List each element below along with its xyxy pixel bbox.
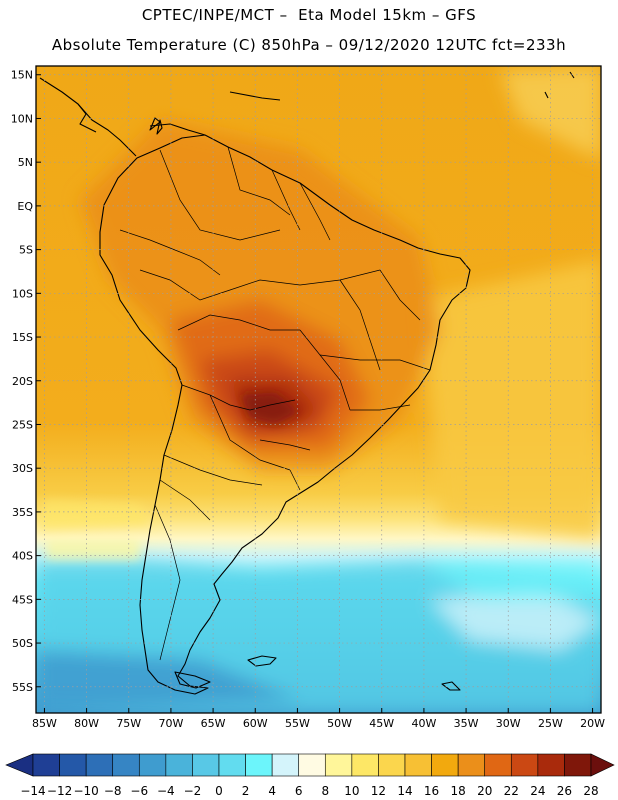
latitude-axis: 15N 10N 5N EQ 5S 10S 15S 20S 25S 30S 35S 40S 45S 50S 5… bbox=[11, 69, 41, 694]
colorbar-label: 26 bbox=[557, 784, 572, 798]
colorbar-swatch bbox=[218, 753, 246, 777]
lon-tick-label: 75W bbox=[116, 717, 141, 730]
colorbar-label: 16 bbox=[424, 784, 439, 798]
lon-tick-label: 65W bbox=[201, 717, 226, 730]
lon-tick-label: 45W bbox=[369, 717, 394, 730]
colorbar-swatch bbox=[32, 753, 60, 777]
colorbar-label: 14 bbox=[397, 784, 412, 798]
colorbar-under-arrow bbox=[5, 753, 34, 777]
political-borders bbox=[119, 146, 431, 661]
colorbar-label: 18 bbox=[451, 784, 466, 798]
colorbar-label: −14 bbox=[20, 784, 45, 798]
lon-tick-label: 80W bbox=[74, 717, 99, 730]
lat-tick-label: 50S bbox=[12, 637, 33, 650]
colorbar-swatch bbox=[484, 753, 512, 777]
colorbar-swatch bbox=[564, 753, 592, 777]
colorbar-label: −10 bbox=[73, 784, 98, 798]
lon-tick-label: 50W bbox=[327, 717, 352, 730]
colorbar-over-arrow bbox=[590, 753, 615, 777]
colorbar-swatch bbox=[431, 753, 459, 777]
colorbar-label: 8 bbox=[321, 784, 329, 798]
colorbar-label: 6 bbox=[295, 784, 303, 798]
lon-tick-label: 70W bbox=[158, 717, 183, 730]
lat-tick-label: EQ bbox=[17, 200, 33, 213]
lat-tick-label: 15S bbox=[12, 331, 33, 344]
colorbar-label: 12 bbox=[371, 784, 386, 798]
lat-tick-label: 10S bbox=[12, 287, 33, 300]
longitude-axis: 85W 80W 75W 70W 65W 60W 55W 50W 45W 40W 35W 30W 25W 2… bbox=[32, 708, 605, 730]
lat-tick-label: 5S bbox=[19, 244, 33, 257]
colorbar-label: −8 bbox=[104, 784, 122, 798]
lon-tick-label: 25W bbox=[538, 717, 563, 730]
lat-tick-label: 30S bbox=[12, 462, 33, 475]
lat-tick-label: 15N bbox=[11, 69, 33, 82]
colorbar-label: 22 bbox=[504, 784, 519, 798]
colorbar-swatch bbox=[245, 753, 273, 777]
map-title-line-1: CPTEC/INPE/MCT – Eta Model 15km – GFS bbox=[141, 6, 477, 24]
lon-tick-label: 40W bbox=[411, 717, 436, 730]
lat-tick-label: 10N bbox=[11, 112, 33, 125]
colorbar-swatch bbox=[324, 753, 353, 777]
colorbar-label: 10 bbox=[344, 784, 359, 798]
colorbar-swatch bbox=[537, 753, 565, 777]
lat-tick-label: 35S bbox=[12, 506, 33, 519]
colorbar-label: −12 bbox=[47, 784, 72, 798]
lat-tick-label: 20S bbox=[12, 375, 33, 388]
lon-tick-label: 55W bbox=[285, 717, 310, 730]
colorbar-label: −2 bbox=[184, 784, 202, 798]
temperature-field bbox=[36, 66, 601, 713]
colorbar-swatch bbox=[510, 753, 539, 777]
colorbar-swatch bbox=[457, 753, 486, 777]
colorbar-label: 28 bbox=[583, 784, 598, 798]
lat-tick-label: 5N bbox=[18, 156, 33, 169]
colorbar-swatch bbox=[165, 753, 193, 777]
colorbar-swatch bbox=[404, 753, 432, 777]
colorbar-label: 0 bbox=[215, 784, 223, 798]
colorbar-label: 20 bbox=[477, 784, 492, 798]
lon-tick-label: 35W bbox=[454, 717, 479, 730]
colorbar-swatch bbox=[59, 753, 87, 777]
colorbar-swatch bbox=[85, 753, 114, 777]
lon-tick-label: 20W bbox=[580, 717, 605, 730]
lon-tick-label: 30W bbox=[496, 717, 521, 730]
colorbar-label: −4 bbox=[157, 784, 175, 798]
lat-tick-label: 45S bbox=[12, 593, 33, 606]
colorbar-label: −6 bbox=[130, 784, 148, 798]
colorbar-swatch bbox=[351, 753, 379, 777]
colorbar-swatch bbox=[138, 753, 167, 777]
colorbar-swatch bbox=[271, 753, 300, 777]
coastline-outline bbox=[39, 71, 575, 695]
colorbar-label: 2 bbox=[242, 784, 250, 798]
colorbar-label: 4 bbox=[268, 784, 276, 798]
lon-tick-label: 85W bbox=[32, 717, 57, 730]
colorbar-swatch bbox=[378, 753, 406, 777]
lat-tick-label: 55S bbox=[12, 681, 33, 694]
lat-tick-label: 40S bbox=[12, 550, 33, 563]
colorbar-label: 24 bbox=[530, 784, 545, 798]
colorbar-swatch bbox=[112, 753, 140, 777]
lat-tick-label: 25S bbox=[12, 418, 33, 431]
colorbar: −14 −12 −10 −8 −6 −4 −2 0 2 4 6 8 10 12 14 16 18 20 22 24 26… bbox=[5, 753, 615, 798]
colorbar-swatch bbox=[192, 753, 220, 777]
map-title-line-2: Absolute Temperature (C) 850hPa – 09/12/… bbox=[51, 36, 567, 54]
lon-tick-label: 60W bbox=[243, 717, 268, 730]
colorbar-swatch bbox=[298, 753, 326, 777]
map-frame bbox=[35, 65, 602, 714]
